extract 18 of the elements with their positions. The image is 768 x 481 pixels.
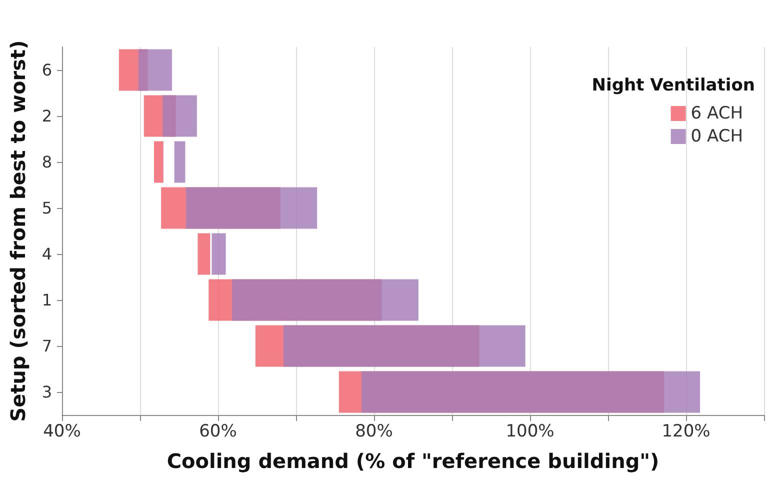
x-tick-label: 40% — [43, 422, 81, 442]
legend-label: 6 ACH — [690, 104, 744, 124]
y-tick-label: 7 — [42, 336, 52, 356]
x-tick-label: 120% — [662, 422, 710, 442]
x-tick-label: 80% — [355, 422, 393, 442]
y-tick-label: 4 — [42, 244, 52, 264]
y-tick-label: 3 — [42, 382, 52, 402]
y-tick-label: 2 — [42, 106, 52, 126]
legend-label: 0 ACH — [690, 126, 744, 146]
y-tick-label: 8 — [42, 152, 52, 172]
x-tick-label: 100% — [506, 422, 554, 442]
x-axis-title: Cooling demand (% of "reference building") — [166, 449, 660, 473]
x-tick-label: 60% — [199, 422, 237, 442]
y-tick-label: 5 — [42, 198, 52, 218]
y-tick-label: 6 — [42, 60, 52, 80]
y-tick-label: 1 — [42, 290, 52, 310]
y-axis-title: Setup (sorted from best to worst) — [6, 40, 30, 422]
legend-title: Night Ventilation — [592, 76, 755, 96]
